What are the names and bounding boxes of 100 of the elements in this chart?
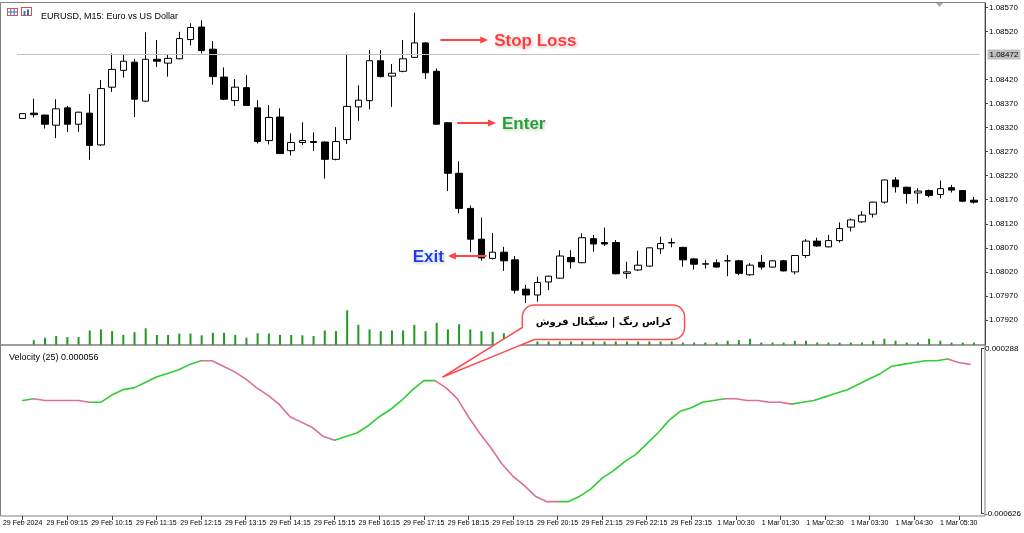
annotation: Stop Loss bbox=[494, 30, 577, 50]
candlestick bbox=[825, 234, 832, 248]
candlestick bbox=[758, 254, 765, 270]
candlestick bbox=[332, 126, 340, 161]
y-tick-label: 1.07920 bbox=[989, 315, 1019, 325]
candlestick bbox=[220, 66, 228, 101]
bar bbox=[413, 324, 416, 345]
bar bbox=[234, 334, 237, 345]
candlestick bbox=[52, 98, 60, 139]
candlestick bbox=[769, 259, 776, 269]
candlestick bbox=[310, 131, 317, 152]
candlestick bbox=[612, 239, 620, 275]
candlestick bbox=[601, 227, 608, 247]
bar bbox=[424, 331, 427, 345]
text: EURUSD, M15: Euro vs US Dollar bbox=[41, 10, 179, 21]
candlestick bbox=[209, 40, 217, 86]
candlestick bbox=[500, 246, 508, 272]
y-tick-label: 1.08420 bbox=[989, 74, 1019, 84]
candlestick bbox=[914, 187, 922, 205]
candlestick bbox=[467, 205, 474, 253]
y-tick-label: 1.08320 bbox=[989, 123, 1019, 133]
candlestick bbox=[959, 189, 966, 203]
candlestick bbox=[444, 121, 452, 192]
candlestick bbox=[299, 121, 306, 146]
ref-line-label: 1.08472 bbox=[989, 49, 1019, 59]
candlestick bbox=[75, 111, 82, 133]
candlestick bbox=[623, 261, 631, 280]
candlestick bbox=[254, 99, 261, 144]
bar bbox=[279, 334, 282, 345]
bar bbox=[458, 324, 461, 345]
candlestick bbox=[679, 246, 687, 268]
bar bbox=[99, 329, 102, 345]
bar bbox=[357, 324, 360, 345]
candlestick bbox=[634, 250, 642, 272]
bar bbox=[368, 329, 371, 345]
annotation: کراس رنگ | سیگنال فروش bbox=[535, 316, 672, 328]
bar bbox=[223, 332, 226, 345]
bar bbox=[390, 330, 393, 345]
bar bbox=[346, 310, 349, 345]
candlestick bbox=[578, 232, 586, 264]
bar bbox=[469, 329, 472, 345]
candlestick bbox=[343, 54, 351, 145]
bar bbox=[155, 334, 158, 345]
candlestick bbox=[243, 74, 250, 107]
candlestick bbox=[276, 107, 284, 155]
candlestick bbox=[836, 221, 843, 244]
candlestick bbox=[187, 22, 194, 46]
candlestick bbox=[108, 53, 116, 93]
y-tick-label: 1.08120 bbox=[989, 219, 1019, 229]
candlestick bbox=[925, 189, 933, 198]
candlestick bbox=[30, 98, 38, 118]
candlestick bbox=[567, 249, 575, 270]
bar bbox=[480, 331, 483, 345]
candlestick bbox=[657, 236, 664, 255]
y-tick-label: 1.08220 bbox=[989, 171, 1019, 181]
bar bbox=[111, 331, 114, 345]
candlestick bbox=[287, 132, 295, 156]
candlestick bbox=[399, 39, 407, 73]
candlestick bbox=[97, 79, 105, 147]
bar bbox=[491, 331, 494, 345]
y-tick-label: -0.000626 bbox=[984, 509, 1022, 518]
candlestick bbox=[19, 112, 26, 120]
candlestick bbox=[355, 84, 362, 122]
candlestick bbox=[858, 210, 866, 224]
bar bbox=[211, 332, 214, 345]
bar bbox=[323, 330, 326, 345]
y-tick-label: 1.08520 bbox=[989, 26, 1019, 36]
y-tick-label: 1.08270 bbox=[989, 147, 1019, 157]
candlestick bbox=[881, 179, 888, 205]
candlestick bbox=[489, 232, 496, 260]
annotation: Enter bbox=[502, 113, 546, 133]
candlestick bbox=[847, 217, 855, 232]
candlestick bbox=[937, 179, 944, 199]
candlestick bbox=[321, 141, 329, 180]
chart-title: Velocity (25) 0.000056 bbox=[9, 351, 99, 362]
candlestick bbox=[153, 39, 161, 68]
y-tick-label: 0.000288 bbox=[984, 344, 1019, 353]
candlestick bbox=[534, 276, 541, 303]
candlestick bbox=[511, 255, 519, 295]
candlestick bbox=[746, 262, 754, 277]
candlestick bbox=[668, 237, 675, 248]
candlestick bbox=[646, 246, 653, 268]
candlestick bbox=[948, 184, 955, 194]
y-tick-label: 1.08170 bbox=[989, 195, 1019, 205]
candlestick bbox=[86, 93, 93, 161]
bar bbox=[200, 335, 203, 345]
candlestick bbox=[455, 160, 463, 214]
candlestick bbox=[366, 49, 373, 110]
candlestick bbox=[522, 284, 530, 304]
candlestick bbox=[41, 114, 49, 130]
candlestick bbox=[802, 238, 810, 259]
candlestick bbox=[590, 234, 597, 253]
candlestick bbox=[422, 41, 429, 80]
bar bbox=[402, 330, 405, 345]
candlestick bbox=[433, 67, 440, 126]
candlestick bbox=[892, 176, 899, 194]
candlestick bbox=[735, 259, 743, 276]
candlestick bbox=[265, 104, 273, 145]
candlestick bbox=[120, 53, 127, 79]
y-tick-label: 1.08020 bbox=[989, 267, 1019, 277]
